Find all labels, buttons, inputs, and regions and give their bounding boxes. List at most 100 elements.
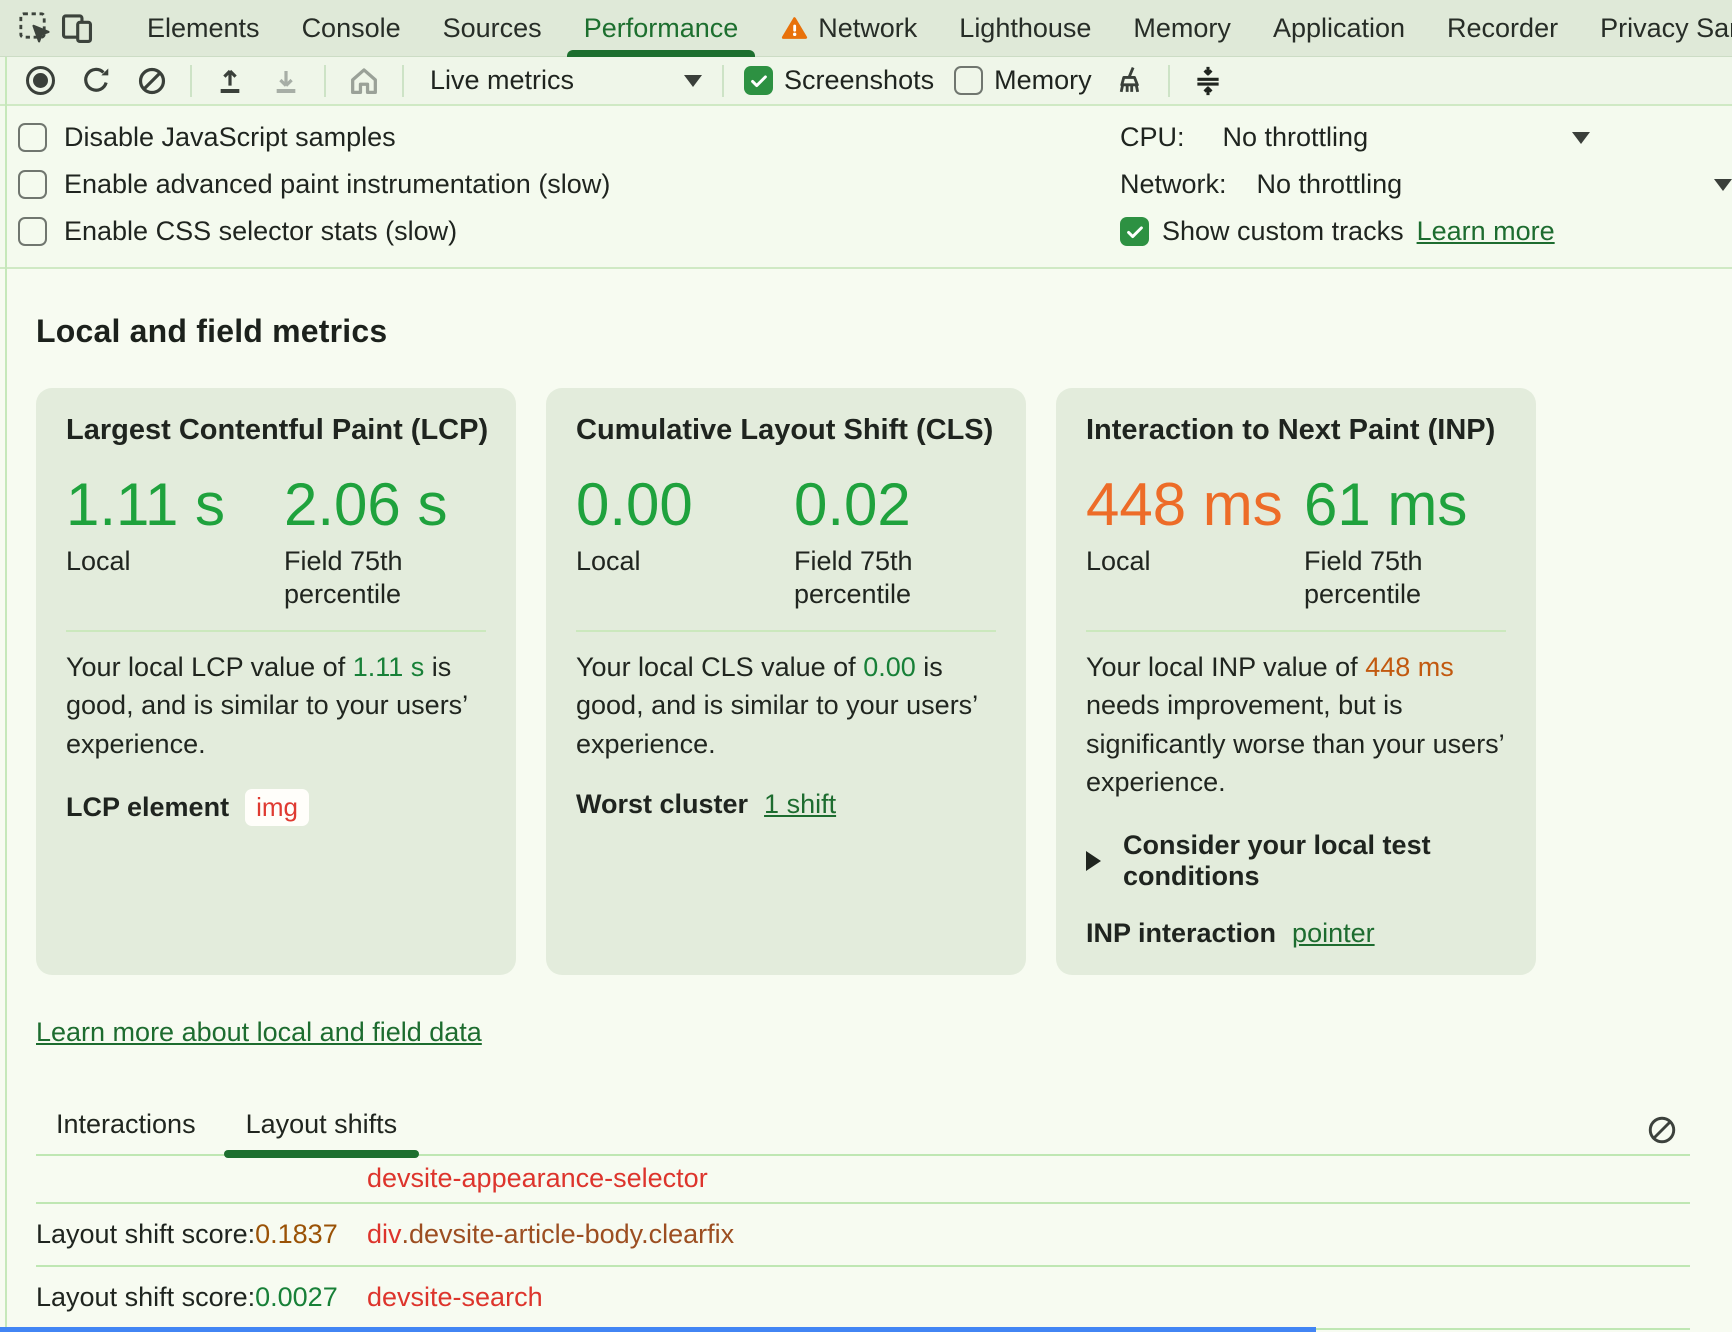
toolbar-separator: [722, 65, 724, 97]
chevron-down-icon: [684, 75, 702, 87]
network-label: Network:: [1120, 169, 1227, 200]
inp-card: Interaction to Next Paint (INP) 448 ms L…: [1056, 388, 1536, 975]
tab-privacy-sandbox[interactable]: Privacy Sandbox: [1579, 0, 1732, 57]
field-label: Field 75th percentile: [1304, 545, 1484, 612]
cls-description: Your local CLS value of 0.00 is good, an…: [576, 648, 996, 764]
tab-sources[interactable]: Sources: [422, 0, 563, 57]
lcp-inline-value: 1.11 s: [353, 652, 425, 682]
lcp-element-chip[interactable]: img: [245, 789, 309, 826]
layout-shift-row: Layout shift score: 0.1837 div.devsite-a…: [36, 1204, 1690, 1267]
tab-layout-shifts[interactable]: Layout shifts: [224, 1109, 420, 1154]
local-label: Local: [1086, 545, 1304, 578]
tab-performance[interactable]: Performance: [563, 0, 760, 57]
tab-elements[interactable]: Elements: [126, 0, 281, 57]
capture-settings: Disable JavaScript samples Enable advanc…: [0, 106, 1732, 269]
checkbox-checked-icon: [1120, 217, 1149, 246]
layout-shift-row: Layout shift score: 0.0027 devsite-searc…: [36, 1267, 1690, 1332]
tab-console[interactable]: Console: [281, 0, 422, 57]
expand-triangle-icon: [1086, 851, 1101, 871]
worst-cluster-link[interactable]: 1 shift: [764, 789, 836, 820]
page-title: Local and field metrics: [36, 313, 1732, 350]
learn-more-link[interactable]: Learn more: [1417, 216, 1555, 247]
checkbox-unchecked-icon: [18, 217, 47, 246]
tab-label: Sources: [443, 13, 542, 44]
shift-element-link[interactable]: div.devsite-article-body.clearfix: [367, 1204, 1690, 1265]
inspect-cursor-icon[interactable]: [18, 9, 52, 47]
warning-icon: [780, 15, 809, 42]
panel-left-border: [5, 57, 7, 1332]
memory-checkbox[interactable]: Memory: [954, 65, 1092, 96]
devtools-tabbar: Elements Console Sources Performance Net…: [0, 0, 1732, 57]
collect-garbage-icon[interactable]: [1112, 63, 1148, 99]
tab-label: Privacy Sandbox: [1600, 13, 1732, 44]
chevron-down-icon: [1714, 179, 1732, 191]
local-test-conditions-expander[interactable]: Consider your local test conditions: [1086, 830, 1506, 892]
inp-description: Your local INP value of 448 ms needs imp…: [1086, 648, 1506, 802]
card-title: Interaction to Next Paint (INP): [1086, 414, 1506, 447]
expander-label: Consider your local test conditions: [1123, 830, 1506, 892]
shift-score: [36, 1156, 367, 1202]
shift-element-link[interactable]: devsite-appearance-selector: [367, 1156, 1690, 1202]
cpu-value: No throttling: [1223, 122, 1369, 153]
inp-field-value: 61 ms: [1304, 473, 1484, 537]
field-label: Field 75th percentile: [284, 545, 464, 612]
toolbar-separator: [402, 65, 404, 97]
tab-label: Console: [302, 13, 401, 44]
record-icon[interactable]: [22, 63, 58, 99]
show-custom-tracks-checkbox[interactable]: Show custom tracks Learn more: [1120, 208, 1720, 255]
cls-card: Cumulative Layout Shift (CLS) 0.00 Local…: [546, 388, 1026, 975]
live-metrics-logs: Interactions Layout shifts devsite-appea…: [36, 1110, 1690, 1332]
view-mode-select[interactable]: Live metrics: [430, 65, 702, 96]
shift-score-value: 0.1837: [255, 1219, 338, 1250]
card-title: Cumulative Layout Shift (CLS): [576, 414, 996, 447]
field-label: Field 75th percentile: [794, 545, 974, 612]
throttling-settings: CPU: No throttling Network: No throttlin…: [1120, 114, 1720, 255]
tab-label: Memory: [1133, 13, 1231, 44]
lcp-local-value: 1.11 s: [66, 473, 284, 537]
cls-field-value: 0.02: [794, 473, 974, 537]
inp-inline-value: 448 ms: [1365, 652, 1454, 682]
tab-application[interactable]: Application: [1252, 0, 1426, 57]
cpu-throttling-select[interactable]: CPU: No throttling: [1120, 114, 1720, 161]
toggle-device-toolbar-icon[interactable]: [60, 9, 94, 47]
shift-score: Layout shift score: 0.1837: [36, 1204, 367, 1265]
clear-log-icon[interactable]: [1646, 1114, 1678, 1146]
checkbox-unchecked-icon: [954, 66, 983, 95]
upload-trace-icon[interactable]: [212, 63, 248, 99]
tab-label: Network: [818, 13, 917, 44]
tab-memory[interactable]: Memory: [1112, 0, 1252, 57]
clear-recording-icon[interactable]: [134, 63, 170, 99]
checkbox-unchecked-icon: [18, 170, 47, 199]
inp-interaction-label: INP interaction: [1086, 918, 1276, 949]
local-label: Local: [66, 545, 284, 578]
tab-network[interactable]: Network: [759, 0, 938, 57]
toolbar-separator: [190, 65, 192, 97]
reload-and-record-icon[interactable]: [78, 63, 114, 99]
layout-shift-row: devsite-appearance-selector: [36, 1156, 1690, 1204]
card-divider: [1086, 630, 1506, 632]
toolbar-separator: [324, 65, 326, 97]
memory-label: Memory: [994, 65, 1092, 96]
checkbox-unchecked-icon: [18, 123, 47, 152]
cls-inline-value: 0.00: [863, 652, 916, 682]
lcp-field-value: 2.06 s: [284, 473, 464, 537]
tab-interactions[interactable]: Interactions: [36, 1109, 216, 1154]
local-label: Local: [576, 545, 794, 578]
collapse-icon[interactable]: [1190, 63, 1226, 99]
tab-label: Recorder: [1447, 13, 1558, 44]
tab-label: Performance: [584, 13, 739, 44]
toolbar-separator: [1168, 65, 1170, 97]
metric-cards: Largest Contentful Paint (LCP) 1.11 s Lo…: [36, 388, 1732, 975]
home-icon[interactable]: [346, 63, 382, 99]
tab-recorder[interactable]: Recorder: [1426, 0, 1579, 57]
devtools-performance-panel: Elements Console Sources Performance Net…: [0, 0, 1732, 1332]
download-trace-icon[interactable]: [268, 63, 304, 99]
network-throttling-select[interactable]: Network: No throttling: [1120, 161, 1720, 208]
screenshots-checkbox[interactable]: Screenshots: [744, 65, 934, 96]
shift-element-link[interactable]: devsite-search: [367, 1267, 1690, 1328]
lcp-card: Largest Contentful Paint (LCP) 1.11 s Lo…: [36, 388, 516, 975]
inp-interaction-link[interactable]: pointer: [1292, 918, 1375, 949]
tab-lighthouse[interactable]: Lighthouse: [938, 0, 1112, 57]
card-divider: [66, 630, 486, 632]
field-data-learn-more-link[interactable]: Learn more about local and field data: [36, 1017, 482, 1048]
